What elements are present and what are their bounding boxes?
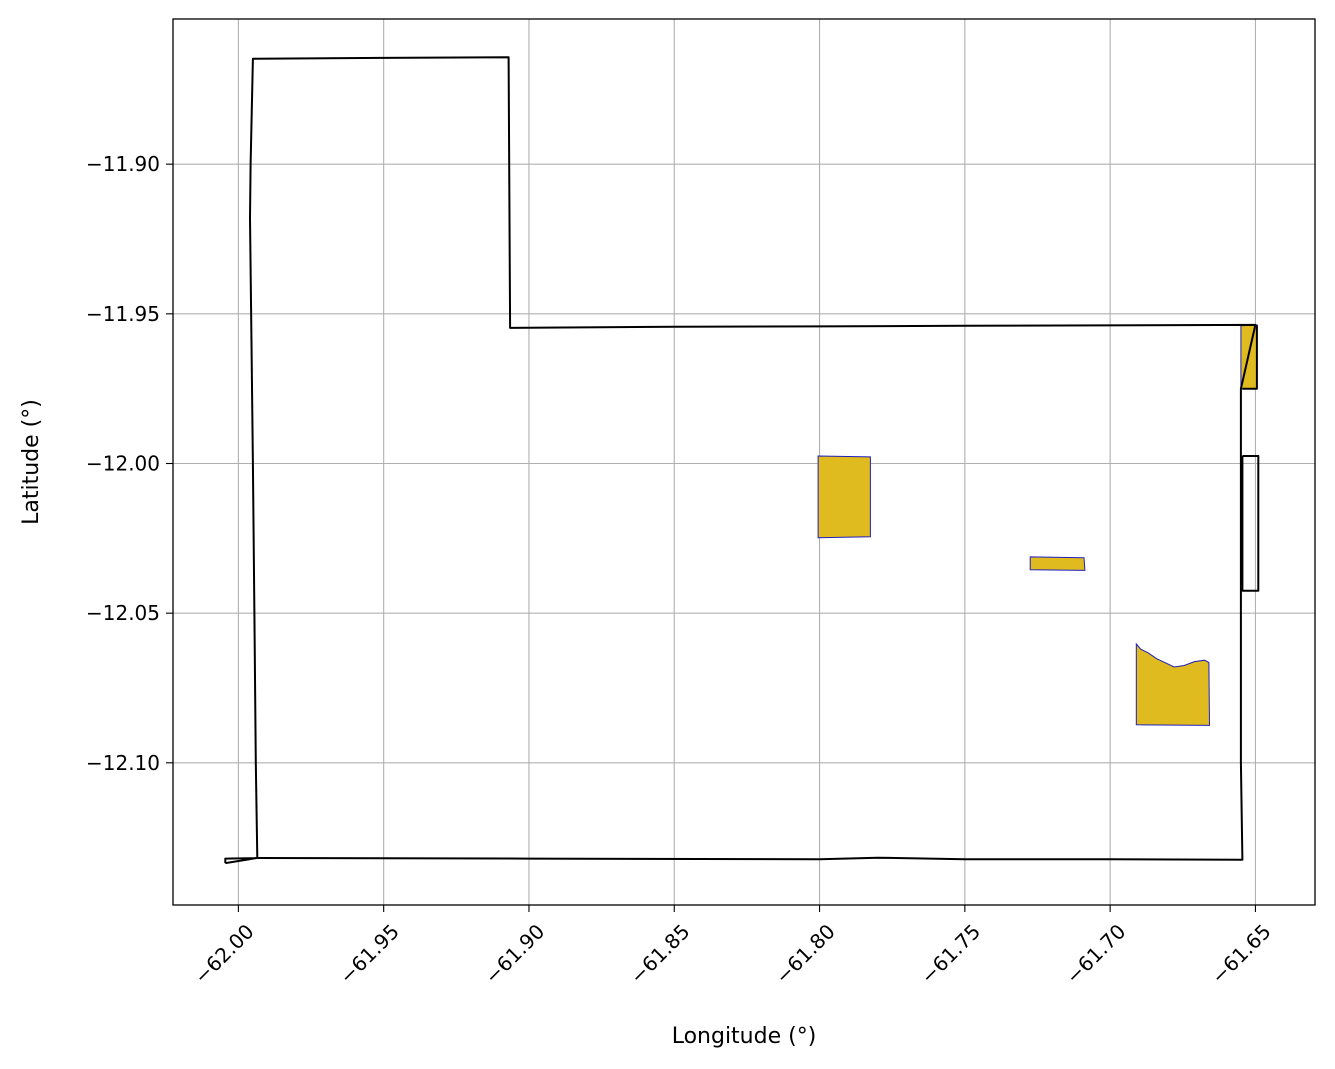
region-middle xyxy=(1029,556,1086,571)
boundary-main xyxy=(224,56,1257,865)
y-tick-label: −11.95 xyxy=(86,302,160,326)
y-tick-label: −12.05 xyxy=(86,601,160,625)
x-axis-label: Longitude (°) xyxy=(672,1024,817,1049)
boundary-east-rect xyxy=(1241,455,1260,592)
y-tick-label: −12.10 xyxy=(86,751,160,775)
region-southeast xyxy=(1135,642,1211,726)
y-axis-label: Latitude (°) xyxy=(19,399,44,525)
boundaries xyxy=(224,56,1260,865)
boundary-east-strip xyxy=(1242,324,1258,390)
axes-frame xyxy=(172,18,1316,906)
region-west xyxy=(817,455,871,539)
y-tick-label: −11.90 xyxy=(86,152,160,176)
y-tick-label: −12.00 xyxy=(86,451,160,475)
